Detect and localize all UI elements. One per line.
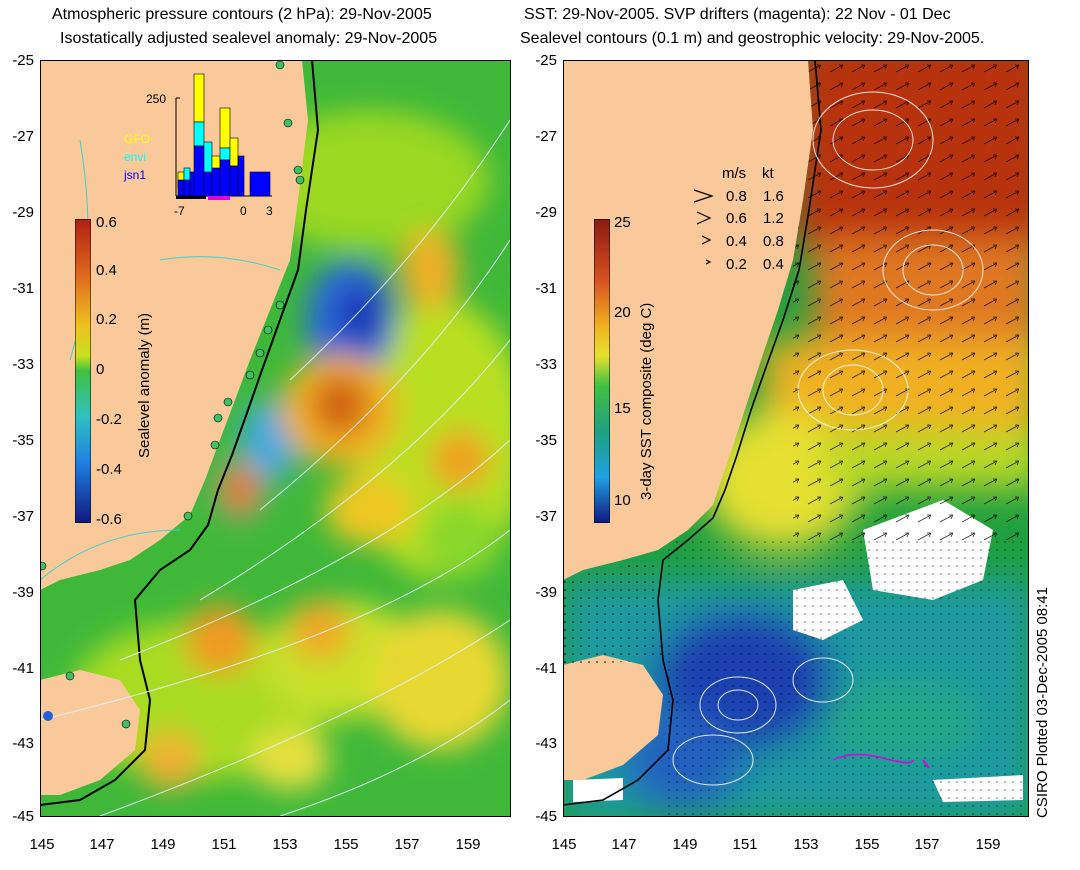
sealevel-colorbar-tick: 0.4 [96,262,117,279]
right-lat-tick: -29 [535,204,557,221]
velocity-legend-ms: 0.4 [726,233,747,250]
left-lat-tick: -39 [12,584,34,601]
left-lon-tick: 149 [150,836,176,853]
sst-colorbar-tick: 15 [614,400,631,417]
right-lat-tick: -31 [535,280,557,297]
right-map-frame [563,60,1029,817]
velocity-legend-header-kt: kt [762,165,774,182]
right-lat-tick: -41 [535,660,557,677]
left-lat-tick: -37 [12,508,34,525]
left-lon-tick: 155 [333,836,359,853]
histogram-xtick: 0 [240,204,247,218]
right-lat-tick: -27 [535,128,557,145]
plot-credit: CSIRO Plotted 03-Dec-2005 08:41 [1034,587,1051,818]
histogram-legend-gfo: GFO [124,132,150,146]
left-lon-tick: 153 [272,836,298,853]
left-title-line2: Isostatically adjusted sealevel anomaly:… [60,30,438,47]
sst-colorbar-tick: 20 [614,304,631,321]
histogram-xtick: -7 [174,204,185,218]
right-title-line1: SST: 29-Nov-2005. SVP drifters (magenta)… [524,6,951,23]
right-lon-tick: 157 [914,836,940,853]
sealevel-colorbar-tick: -0.2 [96,411,122,428]
right-lat-tick: -45 [535,808,557,825]
left-lat-tick: -41 [12,660,34,677]
right-lon-tick: 151 [732,836,758,853]
sealevel-colorbar-tick: -0.6 [96,511,122,528]
sst-colorbar-tick: 25 [614,214,631,231]
sealevel-colorbar-tick: -0.4 [96,461,122,478]
left-lat-tick: -35 [12,432,34,449]
left-lon-tick: 151 [211,836,237,853]
sealevel-colorbar [75,219,91,523]
left-lon-tick: 145 [29,836,55,853]
sst-map [563,60,1028,816]
left-lat-tick: -31 [12,280,34,297]
left-lat-tick: -27 [12,128,34,145]
right-lon-tick: 159 [975,836,1001,853]
left-lat-tick: -33 [12,356,34,373]
sealevel-colorbar-tick: 0 [96,361,105,378]
histogram-legend-jsn1: jsn1 [124,168,147,182]
right-lat-tick: -39 [535,584,557,601]
sealevel-colorbar-tick: 0.2 [96,311,117,328]
right-title-line2: Sealevel contours (0.1 m) and geostrophi… [520,30,985,47]
sealevel-colorbar-tick: 0.6 [96,214,117,231]
velocity-legend-ms: 0.2 [726,256,747,273]
velocity-legend-kt: 0.4 [763,256,784,273]
right-lon-tick: 145 [551,836,577,853]
right-lon-tick: 147 [611,836,637,853]
right-lon-tick: 149 [672,836,698,853]
histogram-legend-envi: envi [124,150,147,164]
left-title-line1: Atmospheric pressure contours (2 hPa): 2… [52,6,432,23]
right-lat-tick: -37 [535,508,557,525]
altimeter-histogram [175,73,272,200]
right-lon-tick: 153 [793,836,819,853]
left-lon-tick: 157 [394,836,420,853]
left-lat-tick: -25 [12,52,34,69]
velocity-legend-ms: 0.8 [726,188,747,205]
right-lat-tick: -25 [535,52,557,69]
histogram-xtick: 3 [266,204,273,218]
left-lat-tick: -45 [12,808,34,825]
right-lat-tick: -33 [535,356,557,373]
velocity-legend-header-ms: m/s [722,165,747,182]
left-lon-tick: 159 [455,836,481,853]
velocity-legend-arrows [693,189,714,265]
left-lat-tick: -29 [12,204,34,221]
sst-colorbar [594,219,610,523]
sealevel-anomaly-map [40,60,510,816]
sst-colorbar-tick: 10 [614,492,631,509]
right-lat-tick: -35 [535,432,557,449]
velocity-legend-kt: 1.2 [763,210,784,227]
velocity-legend-kt: 0.8 [763,233,784,250]
velocity-legend-kt: 1.6 [763,188,784,205]
velocity-legend-ms: 0.6 [726,210,747,227]
left-lon-tick: 147 [89,836,115,853]
left-map-frame [40,60,511,817]
right-lat-tick: -43 [535,735,557,752]
histogram-ymax-label: 250 [146,92,167,106]
right-lon-tick: 155 [854,836,880,853]
left-lat-tick: -43 [12,735,34,752]
